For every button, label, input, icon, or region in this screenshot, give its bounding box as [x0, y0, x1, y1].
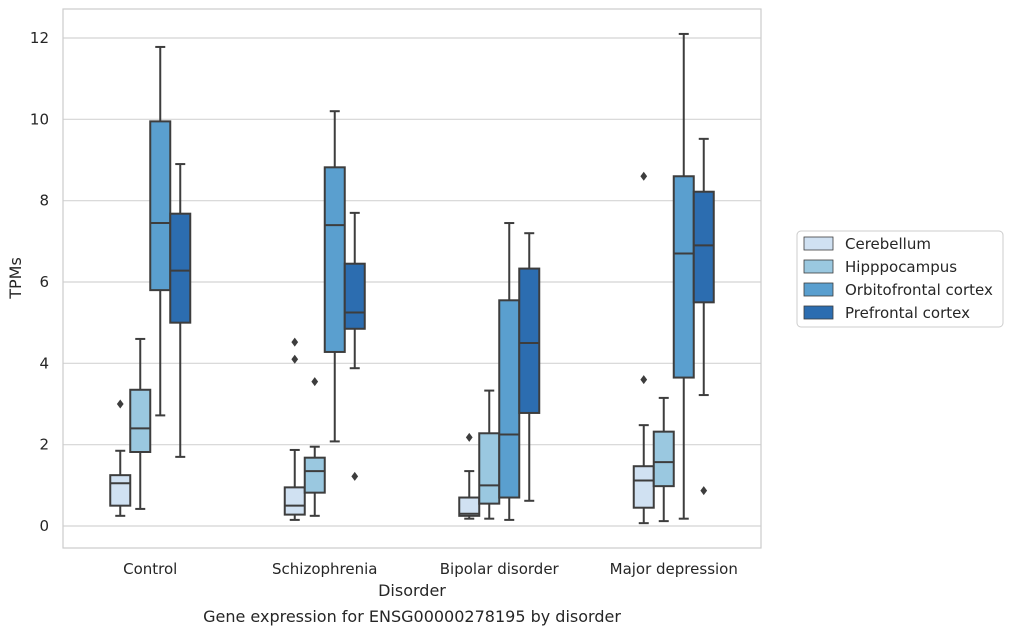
y-tick-label: 12: [30, 29, 49, 47]
x-tick-label: Control: [123, 560, 177, 578]
y-tick-label: 6: [39, 273, 49, 291]
box-iqr: [149, 120, 172, 292]
box-1-0: [129, 337, 152, 510]
box-0-0: [109, 399, 132, 517]
legend-swatch: [803, 282, 834, 297]
y-tick-label: 0: [39, 517, 49, 535]
x-axis-label: Disorder: [378, 581, 446, 600]
y-tick-label: 2: [39, 436, 49, 454]
box-iqr: [458, 496, 481, 517]
legend-label: Prefrontal cortex: [845, 304, 970, 322]
plot-area-frame: [62, 8, 762, 549]
box-iqr: [303, 456, 326, 494]
box-2-3: [672, 32, 695, 520]
box-3-2: [518, 232, 541, 502]
box-0-2: [458, 432, 481, 520]
box-2-1: [323, 110, 346, 443]
legend-label: Orbitofrontal cortex: [845, 281, 993, 299]
x-axis-ticks: Control Schizophrenia Bipolar disorder Majo…: [123, 560, 738, 578]
box-3-3: [692, 137, 715, 496]
legend: Cerebellum Hipppocampus Orbitofrontal cort…: [796, 230, 1004, 328]
legend-label: Cerebellum: [845, 235, 931, 253]
y-tick-label: 10: [30, 110, 49, 128]
outlier-point: [291, 354, 299, 364]
box-iqr: [632, 465, 655, 509]
legend-frame: [796, 230, 1004, 328]
box-groups: [109, 32, 715, 525]
outlier-point: [351, 471, 359, 481]
outlier-point: [700, 486, 708, 496]
box-1-1: [303, 377, 326, 517]
box-iqr: [478, 432, 501, 505]
y-axis-ticks: 0 2 4 6 8 10 12: [30, 29, 49, 535]
legend-label: Hipppocampus: [845, 258, 957, 276]
outlier-point: [640, 375, 648, 385]
box-0-1: [283, 337, 306, 521]
box-iqr: [323, 166, 346, 353]
y-axis-label: TPMs: [6, 257, 25, 300]
y-tick-label: 4: [39, 354, 49, 372]
box-iqr: [283, 486, 306, 516]
legend-swatch: [803, 305, 834, 320]
box-iqr: [652, 430, 675, 488]
x-tick-label: Schizophrenia: [272, 560, 377, 578]
legend-swatch: [803, 259, 834, 274]
box-iqr: [692, 190, 715, 304]
box-iqr: [169, 212, 192, 324]
box-iqr: [498, 299, 521, 499]
box-iqr: [672, 175, 695, 379]
box-3-0: [169, 163, 192, 458]
box-2-2: [498, 222, 521, 521]
box-1-3: [652, 396, 675, 523]
x-tick-label: Major depression: [610, 560, 738, 578]
box-0-3: [632, 171, 655, 525]
chart-caption: Gene expression for ENSG00000278195 by d…: [203, 607, 621, 626]
box-iqr: [343, 262, 366, 330]
box-1-2: [478, 389, 501, 520]
box-2-0: [149, 45, 172, 417]
legend-swatch: [803, 236, 834, 251]
outlier-point: [116, 399, 124, 409]
x-tick-label: Bipolar disorder: [440, 560, 560, 578]
y-tick-label: 8: [39, 192, 49, 210]
outlier-point: [640, 171, 648, 181]
outlier-point: [291, 337, 299, 347]
box-iqr: [109, 474, 132, 507]
outlier-point: [311, 377, 319, 387]
box-3-1: [343, 211, 366, 481]
box-iqr: [518, 267, 541, 414]
outlier-point: [465, 432, 473, 442]
box-iqr: [129, 388, 152, 453]
